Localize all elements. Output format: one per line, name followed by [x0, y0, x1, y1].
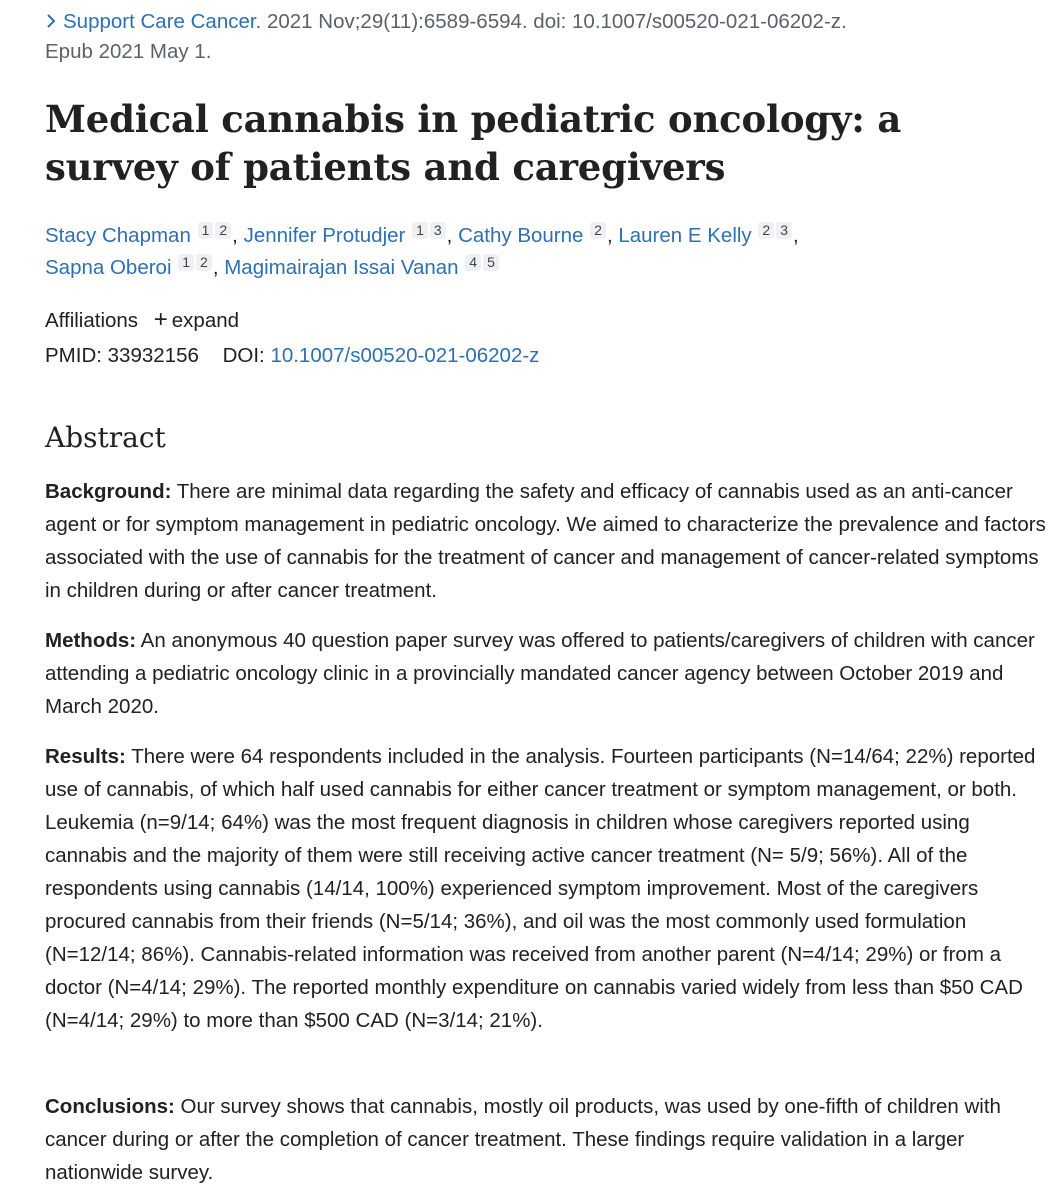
methods-text: An anonymous 40 question paper survey wa… — [45, 629, 1035, 718]
author-link[interactable]: Stacy Chapman — [45, 224, 191, 247]
affiliation-ref[interactable]: 4 — [465, 254, 482, 271]
affiliation-ref[interactable]: 2 — [196, 254, 212, 271]
doi-label: DOI: — [222, 344, 265, 367]
author-link[interactable]: Cathy Bourne — [458, 224, 584, 247]
affiliation-ref[interactable]: 1 — [197, 222, 214, 239]
abstract-heading: Abstract — [45, 421, 166, 454]
article-ids: PMID: 33932156 DOI: 10.1007/s00520-021-0… — [45, 341, 539, 371]
affiliation-ref[interactable]: 5 — [483, 254, 499, 271]
affiliation-ref[interactable]: 2 — [758, 222, 775, 239]
affiliations-label: Affiliations — [45, 309, 139, 332]
author-link[interactable]: Sapna Oberoi — [45, 256, 172, 279]
affiliations-toggle: Affiliations + expand — [45, 305, 239, 336]
chevron-right-icon[interactable] — [45, 7, 63, 37]
epub-date: Epub 2021 May 1. — [45, 40, 212, 63]
author-link[interactable]: Lauren E Kelly — [618, 224, 752, 247]
background-label: Background: — [45, 480, 172, 503]
affiliation-ref[interactable]: 1 — [412, 222, 428, 239]
pmid-label: PMID: — [45, 344, 102, 367]
citation: Support Care Cancer. 2021 Nov;29(11):658… — [45, 7, 1045, 67]
author-link[interactable]: Magimairajan Issai Vanan — [224, 256, 459, 279]
conclusions-label: Conclusions: — [45, 1095, 175, 1118]
abstract-methods: Methods: An anonymous 40 question paper … — [45, 624, 1050, 723]
affiliation-ref[interactable]: 2 — [215, 222, 232, 239]
expand-button[interactable]: + expand — [153, 306, 240, 333]
results-text: There were 64 respondents included in th… — [45, 745, 1036, 1032]
affiliation-ref[interactable]: 2 — [590, 222, 606, 239]
author-link[interactable]: Jennifer Protudjer — [243, 224, 406, 247]
affiliation-ref[interactable]: 3 — [776, 222, 792, 239]
article-title: Medical cannabis in pediatric oncology: … — [45, 97, 902, 189]
abstract-results: Results: There were 64 respondents inclu… — [45, 740, 1050, 1037]
abstract-background: Background: There are minimal data regar… — [45, 475, 1050, 607]
abstract-conclusions: Conclusions: Our survey shows that canna… — [45, 1090, 1050, 1189]
background-text: There are minimal data regarding the saf… — [45, 480, 1046, 602]
affiliation-ref[interactable]: 3 — [429, 222, 446, 239]
expand-label: expand — [171, 309, 240, 332]
journal-link[interactable]: Support Care Cancer. — [63, 10, 262, 33]
pmid-value: 33932156 — [107, 344, 199, 367]
affiliation-ref[interactable]: 1 — [178, 254, 195, 271]
methods-label: Methods: — [45, 629, 137, 652]
conclusions-text: Our survey shows that cannabis, mostly o… — [45, 1095, 1001, 1184]
results-label: Results: — [45, 745, 126, 768]
citation-details: 2021 Nov;29(11):6589-6594. doi: 10.1007/… — [261, 10, 847, 33]
doi-link[interactable]: 10.1007/s00520-021-06202-z — [270, 344, 540, 367]
plus-icon: + — [153, 306, 168, 333]
